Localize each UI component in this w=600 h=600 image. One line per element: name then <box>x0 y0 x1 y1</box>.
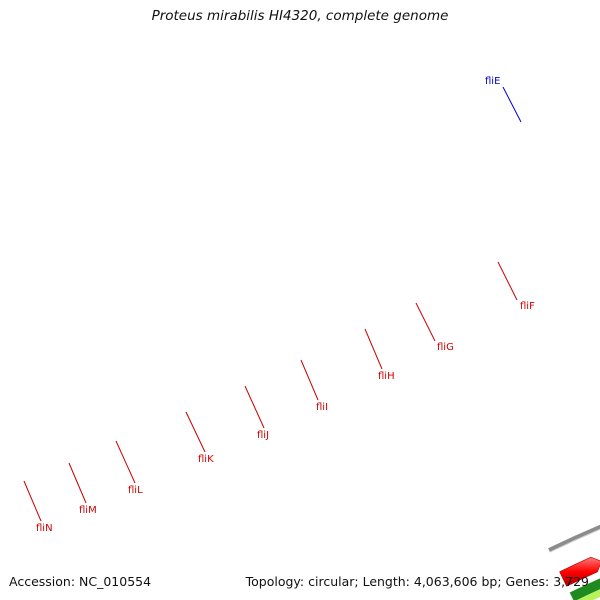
gene-label-flig: fliG <box>437 342 454 353</box>
genome-summary-text: Topology: circular; Length: 4,063,606 bp… <box>245 574 589 589</box>
leader-line <box>68 462 87 504</box>
leader-line <box>185 411 206 453</box>
gene-track <box>569 578 600 600</box>
leader-line <box>244 385 265 429</box>
cds-track <box>559 556 600 587</box>
leader-line <box>300 359 319 401</box>
leader-line <box>364 328 383 370</box>
gene-block <box>569 578 600 600</box>
leader-line <box>115 440 136 484</box>
gene-label-flie: fliE <box>485 76 500 87</box>
cds-arrow <box>559 556 600 587</box>
gene-label-flim: fliM <box>79 505 97 516</box>
gene-label-flik: fliK <box>198 454 214 465</box>
backbone-arc <box>548 524 600 553</box>
map-title: Proteus mirabilis HI4320, complete genom… <box>151 8 449 24</box>
gene-label-flij: fliJ <box>257 430 269 441</box>
gene-label-flih: fliH <box>378 371 395 382</box>
leader-line <box>497 261 518 301</box>
accession-text: Accession: NC_010554 <box>9 574 152 589</box>
gene-label-flii: fliI <box>316 402 328 413</box>
leader-line <box>502 86 522 123</box>
gene-label-flil: fliL <box>128 485 143 496</box>
leader-line <box>23 480 42 522</box>
genome-backbone <box>548 524 600 553</box>
gene-labels: fliE fliF fliG fliH fliI fliJ fliK fliL fliM fliN <box>23 76 535 534</box>
leader-line <box>415 302 436 342</box>
gene-label-flin: fliN <box>36 523 53 534</box>
gene-label-flif: fliF <box>520 301 535 312</box>
